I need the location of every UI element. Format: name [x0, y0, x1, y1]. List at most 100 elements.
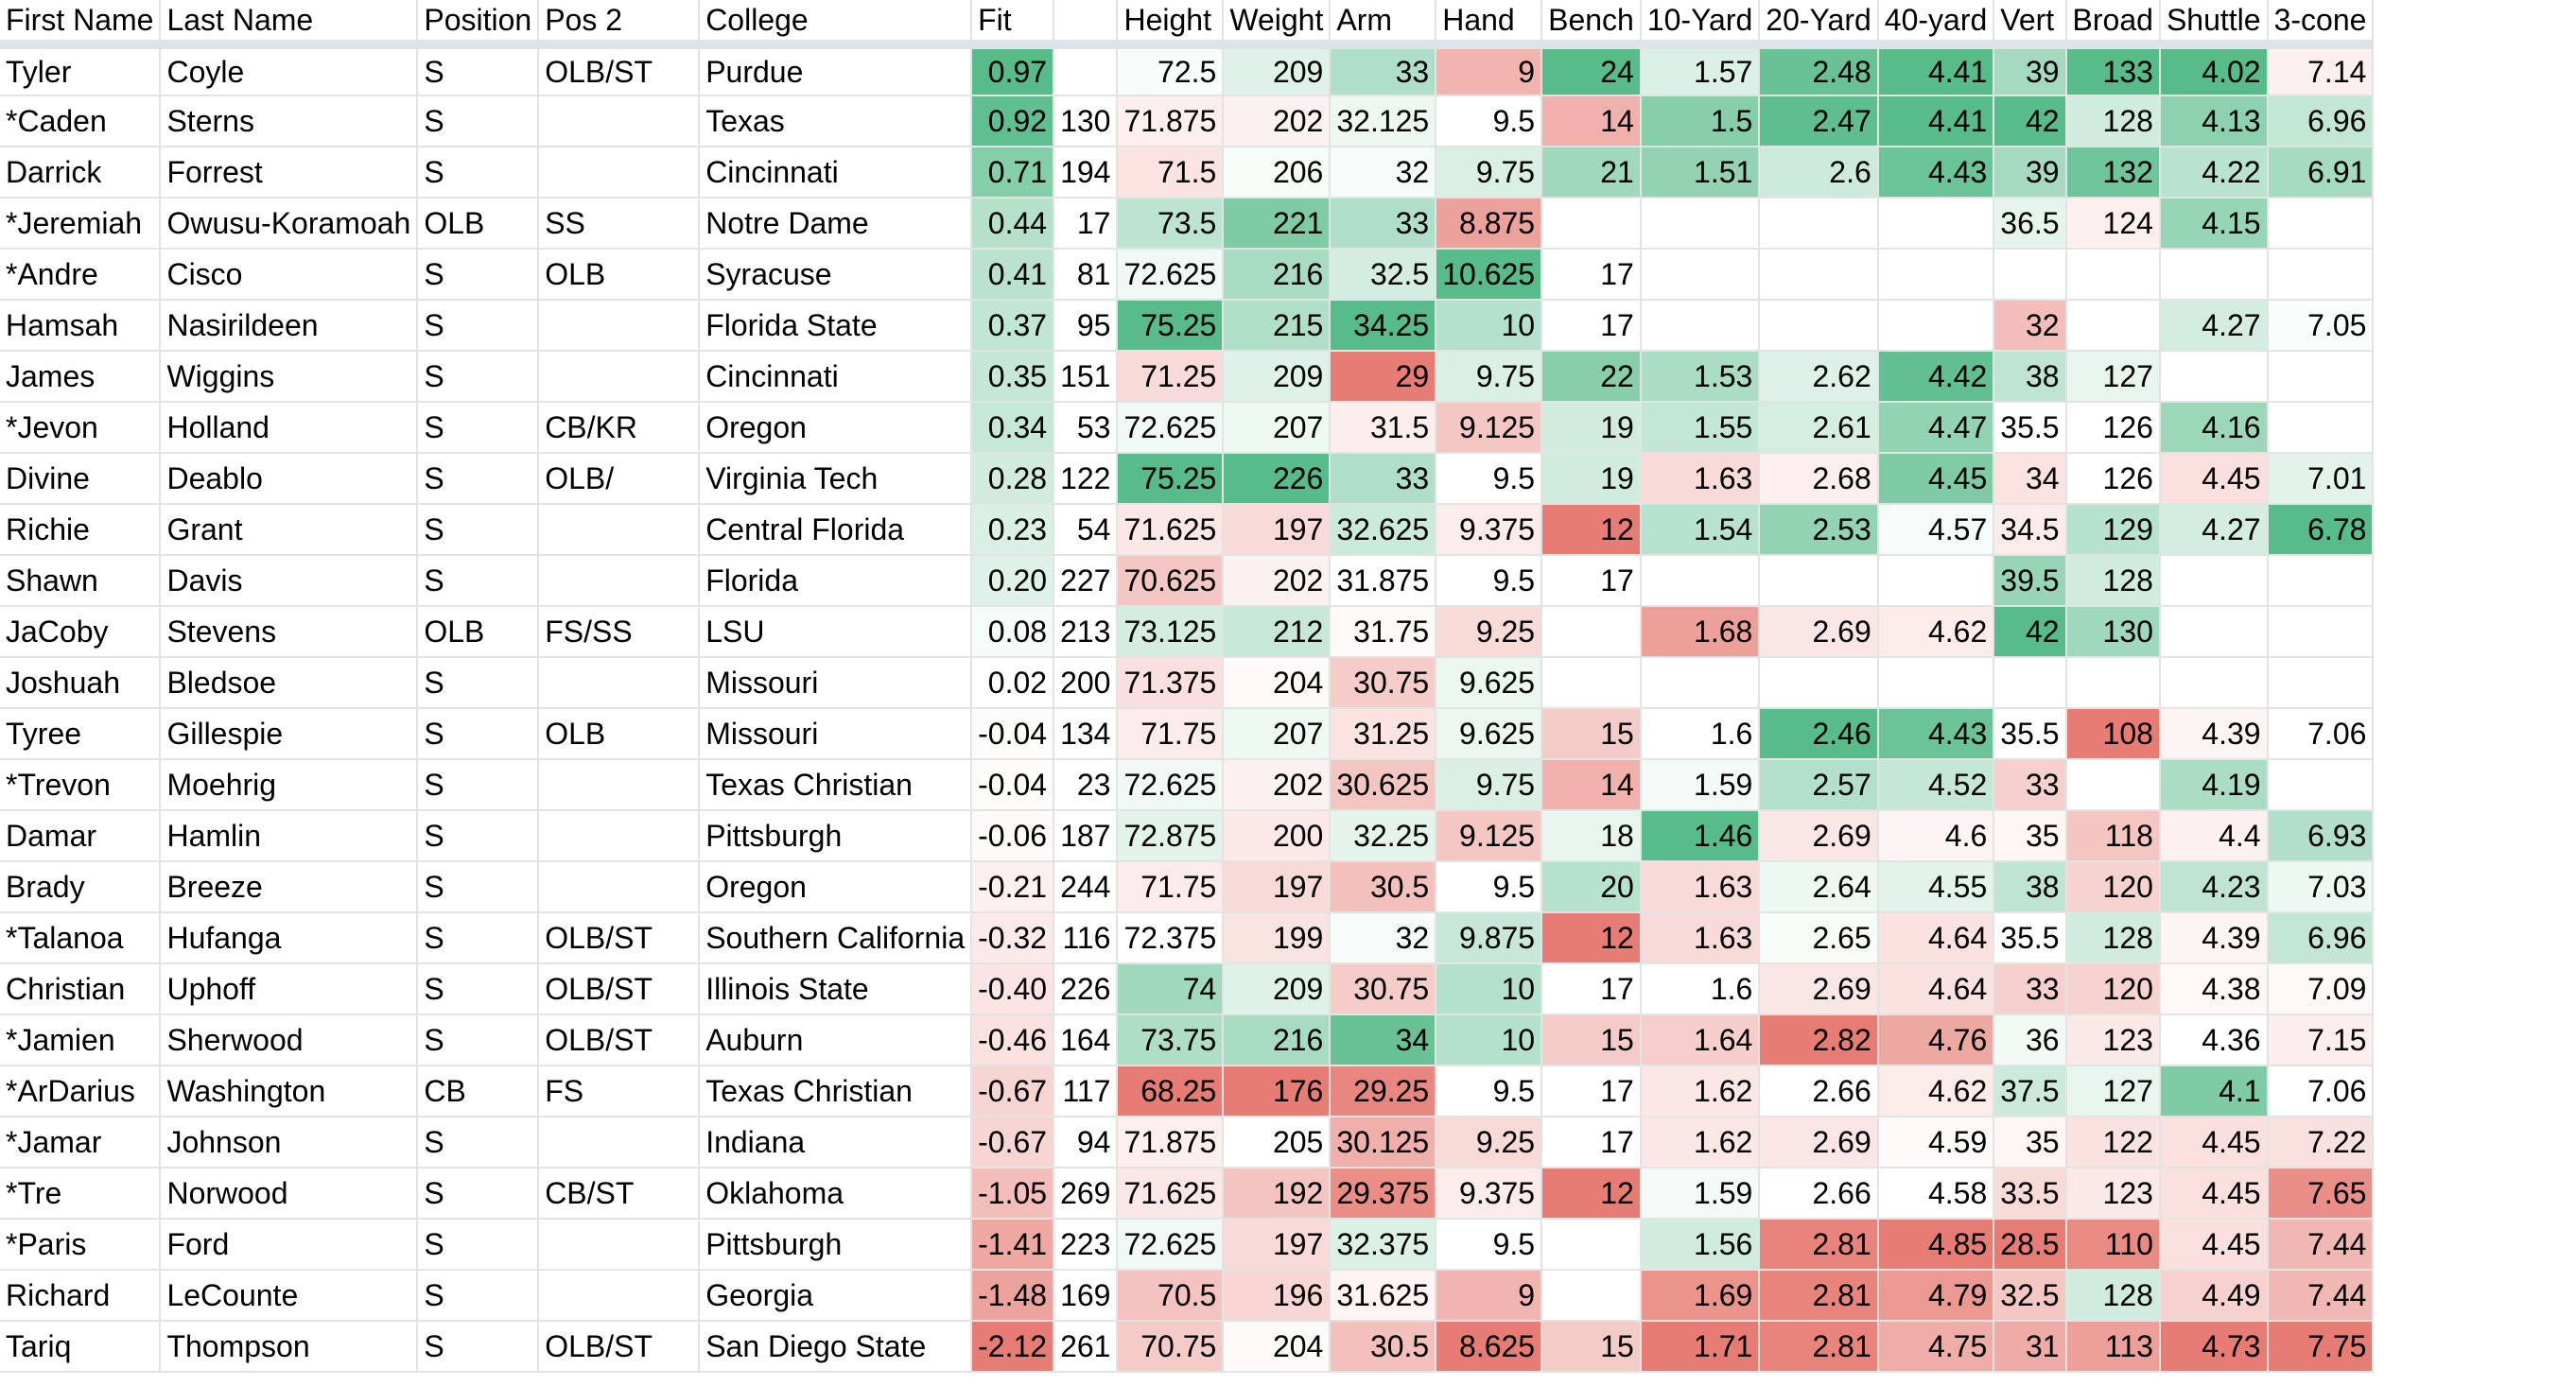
cell-vert[interactable]: 37.5	[1993, 1065, 2067, 1117]
cell-arm[interactable]: 32	[1330, 912, 1437, 964]
cell-height[interactable]: 71.625	[1117, 504, 1225, 556]
cell-pos[interactable]: S	[417, 1321, 540, 1373]
cell-weight[interactable]: 216	[1223, 249, 1332, 301]
cell-pos2[interactable]: FS	[538, 1065, 701, 1117]
cell-last[interactable]: Davis	[160, 555, 419, 607]
cell-last[interactable]: Gillespie	[160, 708, 419, 760]
cell-yd10[interactable]	[1640, 300, 1761, 352]
cell-pos[interactable]: S	[417, 708, 540, 760]
cell-fit[interactable]: -0.67	[971, 1117, 1055, 1169]
cell-college[interactable]: Notre Dame	[699, 198, 973, 250]
cell-bench[interactable]: 19	[1541, 402, 1642, 454]
cell-yd10[interactable]	[1640, 249, 1761, 301]
cell-rank[interactable]: 54	[1053, 504, 1119, 556]
cell-first[interactable]: *Jeremiah	[0, 198, 162, 250]
cell-height[interactable]: 71.25	[1117, 351, 1225, 403]
cell-broad[interactable]: 129	[2065, 504, 2161, 556]
cell-rank[interactable]: 213	[1053, 606, 1119, 658]
cell-arm[interactable]: 30.75	[1330, 963, 1437, 1015]
cell-bench[interactable]: 17	[1541, 249, 1642, 301]
cell-yd40[interactable]	[1877, 300, 1995, 352]
cell-first[interactable]: *Talanoa	[0, 912, 162, 964]
cell-pos2[interactable]	[538, 147, 701, 199]
cell-pos2[interactable]: OLB/ST	[538, 1014, 701, 1066]
cell-shuttle[interactable]: 4.45	[2159, 1117, 2269, 1169]
cell-vert[interactable]: 33	[1993, 963, 2067, 1015]
cell-cone[interactable]: 7.06	[2267, 708, 2375, 760]
cell-cone[interactable]: 6.78	[2267, 504, 2375, 556]
cell-cone[interactable]: 6.96	[2267, 95, 2375, 147]
cell-yd10[interactable]: 1.55	[1640, 402, 1761, 454]
cell-pos2[interactable]	[538, 555, 701, 607]
cell-shuttle[interactable]: 4.15	[2159, 198, 2269, 250]
cell-arm[interactable]: 29.25	[1330, 1065, 1437, 1117]
cell-yd40[interactable]: 4.79	[1877, 1270, 1995, 1322]
column-header-height[interactable]: Height	[1117, 0, 1225, 49]
cell-college[interactable]: Texas Christian	[699, 759, 973, 811]
cell-weight[interactable]: 209	[1223, 963, 1332, 1015]
cell-height[interactable]: 73.5	[1117, 198, 1225, 250]
column-header-last[interactable]: Last Name	[160, 0, 419, 49]
cell-weight[interactable]: 205	[1223, 1117, 1332, 1169]
cell-bench[interactable]: 12	[1541, 1168, 1642, 1220]
cell-first[interactable]: Christian	[0, 963, 162, 1015]
cell-hand[interactable]: 9.125	[1436, 402, 1543, 454]
cell-hand[interactable]: 10.625	[1436, 249, 1543, 301]
cell-yd40[interactable]: 4.57	[1877, 504, 1995, 556]
cell-weight[interactable]: 212	[1223, 606, 1332, 658]
cell-rank[interactable]: 227	[1053, 555, 1119, 607]
cell-vert[interactable]: 39	[1993, 44, 2067, 96]
cell-yd10[interactable]: 1.53	[1640, 351, 1761, 403]
cell-arm[interactable]: 31.625	[1330, 1270, 1437, 1322]
cell-weight[interactable]: 202	[1223, 555, 1332, 607]
cell-fit[interactable]: 0.41	[971, 249, 1055, 301]
cell-college[interactable]: Florida	[699, 555, 973, 607]
cell-yd10[interactable]: 1.68	[1640, 606, 1761, 658]
cell-weight[interactable]: 207	[1223, 402, 1332, 454]
cell-height[interactable]: 75.25	[1117, 453, 1225, 505]
cell-cone[interactable]: 7.44	[2267, 1270, 2375, 1322]
cell-vert[interactable]: 28.5	[1993, 1219, 2067, 1271]
cell-pos[interactable]: S	[417, 759, 540, 811]
cell-pos[interactable]: S	[417, 300, 540, 352]
cell-weight[interactable]: 196	[1223, 1270, 1332, 1322]
cell-broad[interactable]: 130	[2065, 606, 2161, 658]
cell-height[interactable]: 68.25	[1117, 1065, 1225, 1117]
cell-yd10[interactable]: 1.62	[1640, 1065, 1761, 1117]
cell-shuttle[interactable]: 4.16	[2159, 402, 2269, 454]
cell-last[interactable]: Washington	[160, 1065, 419, 1117]
cell-bench[interactable]: 19	[1541, 453, 1642, 505]
cell-pos[interactable]: S	[417, 1270, 540, 1322]
cell-first[interactable]: James	[0, 351, 162, 403]
cell-vert[interactable]: 34.5	[1993, 504, 2067, 556]
cell-last[interactable]: Nasirildeen	[160, 300, 419, 352]
cell-vert[interactable]: 39	[1993, 147, 2067, 199]
cell-pos[interactable]: OLB	[417, 198, 540, 250]
cell-fit[interactable]: -2.12	[971, 1321, 1055, 1373]
cell-fit[interactable]: -0.67	[971, 1065, 1055, 1117]
cell-college[interactable]: Central Florida	[699, 504, 973, 556]
cell-arm[interactable]: 32.375	[1330, 1219, 1437, 1271]
cell-yd40[interactable]: 4.41	[1877, 95, 1995, 147]
cell-hand[interactable]: 9.5	[1436, 555, 1543, 607]
cell-yd10[interactable]	[1640, 657, 1761, 709]
cell-bench[interactable]: 22	[1541, 351, 1642, 403]
cell-first[interactable]: *Jamar	[0, 1117, 162, 1169]
cell-vert[interactable]: 38	[1993, 351, 2067, 403]
cell-height[interactable]: 73.75	[1117, 1014, 1225, 1066]
cell-pos2[interactable]: CB/KR	[538, 402, 701, 454]
cell-yd20[interactable]: 2.64	[1759, 861, 1879, 913]
cell-yd20[interactable]: 2.69	[1759, 606, 1879, 658]
cell-yd20[interactable]: 2.46	[1759, 708, 1879, 760]
cell-college[interactable]: Southern California	[699, 912, 973, 964]
cell-vert[interactable]: 42	[1993, 606, 2067, 658]
cell-pos2[interactable]	[538, 1270, 701, 1322]
cell-yd10[interactable]: 1.57	[1640, 44, 1761, 96]
cell-pos2[interactable]: OLB/ST	[538, 963, 701, 1015]
cell-cone[interactable]: 7.22	[2267, 1117, 2375, 1169]
cell-height[interactable]: 70.625	[1117, 555, 1225, 607]
cell-shuttle[interactable]: 4.73	[2159, 1321, 2269, 1373]
cell-yd10[interactable]	[1640, 555, 1761, 607]
cell-last[interactable]: Grant	[160, 504, 419, 556]
cell-pos2[interactable]	[538, 759, 701, 811]
